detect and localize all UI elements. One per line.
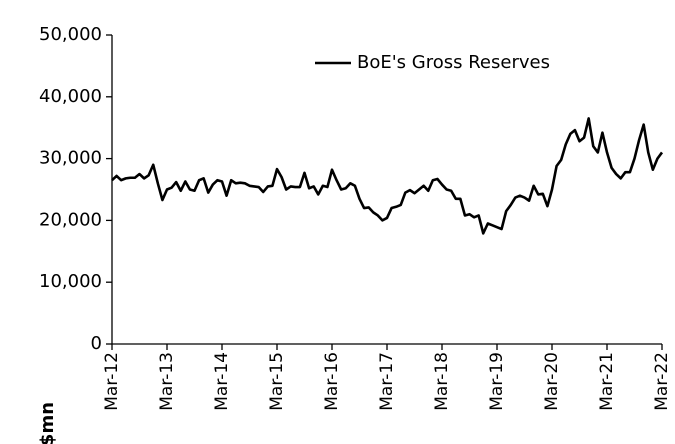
line-series bbox=[111, 117, 664, 235]
x-tick-label: Mar-19 bbox=[487, 352, 507, 411]
y-tick-label: 40,000 bbox=[39, 86, 102, 107]
x-tick-label: Mar-15 bbox=[267, 352, 287, 411]
legend-label: BoE's Gross Reserves bbox=[357, 52, 550, 73]
y-tick-label: 20,000 bbox=[39, 209, 102, 230]
y-tick-label: 30,000 bbox=[39, 148, 102, 169]
y-tick-label: 10,000 bbox=[39, 271, 102, 292]
y-tick-label: 50,000 bbox=[39, 24, 102, 45]
x-tick-label: Mar-14 bbox=[212, 352, 232, 411]
y-tick-label: 0 bbox=[91, 333, 102, 354]
x-tick-label: Mar-20 bbox=[542, 352, 562, 411]
x-tick-label: Mar-16 bbox=[322, 352, 342, 411]
x-tick-label: Mar-21 bbox=[597, 352, 617, 411]
x-tick-label: Mar-18 bbox=[432, 352, 452, 411]
x-tick-label: Mar-13 bbox=[157, 352, 177, 411]
x-tick-label: Mar-22 bbox=[652, 352, 672, 411]
x-tick-label: Mar-17 bbox=[377, 352, 397, 411]
x-tick-label: Mar-12 bbox=[102, 352, 122, 411]
y-axis-label: $mn bbox=[37, 402, 58, 444]
